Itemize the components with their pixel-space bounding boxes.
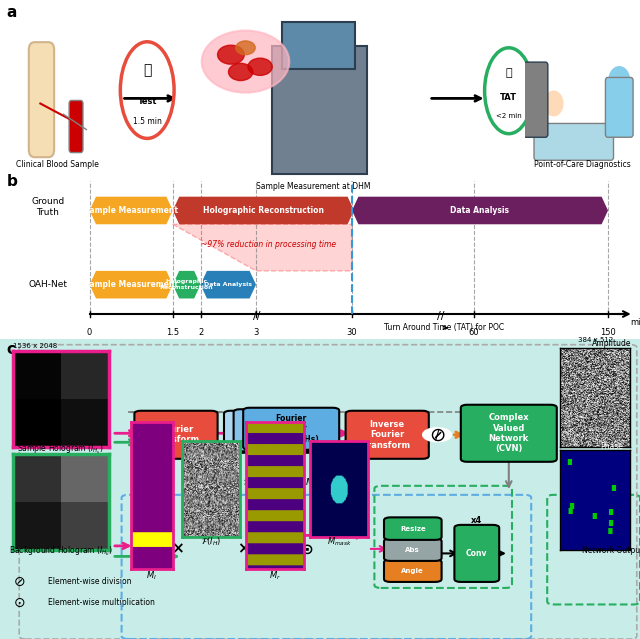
Text: Background Hologram ($I_{H_b}$): Background Hologram ($I_{H_b}$) — [9, 544, 113, 558]
Text: Holographic Reconstruction: Holographic Reconstruction — [203, 206, 324, 215]
Circle shape — [202, 31, 289, 93]
FancyBboxPatch shape — [29, 42, 54, 157]
Text: $\mathcal{F}(I_H)$: $\mathcal{F}(I_H)$ — [201, 535, 221, 548]
Text: c: c — [6, 342, 15, 357]
Polygon shape — [173, 197, 354, 224]
Text: ⊘: ⊘ — [429, 426, 445, 444]
Text: TAT: TAT — [500, 93, 517, 102]
Text: min: min — [630, 318, 640, 327]
FancyBboxPatch shape — [522, 62, 548, 137]
FancyBboxPatch shape — [272, 46, 367, 174]
FancyBboxPatch shape — [454, 525, 499, 582]
FancyBboxPatch shape — [461, 404, 557, 462]
Circle shape — [248, 58, 272, 75]
FancyBboxPatch shape — [134, 411, 218, 459]
Text: 384 x 512: 384 x 512 — [577, 337, 613, 343]
FancyBboxPatch shape — [0, 339, 640, 639]
Text: Element-wise division: Element-wise division — [48, 578, 131, 587]
FancyBboxPatch shape — [384, 518, 442, 540]
Text: b: b — [6, 174, 17, 189]
Text: Complex
Valued
Network
(CVN): Complex Valued Network (CVN) — [488, 413, 529, 454]
FancyBboxPatch shape — [243, 408, 339, 450]
FancyBboxPatch shape — [605, 77, 633, 137]
Polygon shape — [352, 197, 608, 224]
Polygon shape — [90, 197, 173, 224]
Text: Ground
Truth: Ground Truth — [31, 197, 65, 217]
Text: a: a — [6, 5, 17, 20]
Text: Fourier
Transform: Fourier Transform — [152, 425, 200, 445]
Circle shape — [228, 63, 253, 81]
Text: Abs: Abs — [405, 546, 420, 553]
Circle shape — [218, 45, 244, 64]
Text: 2: 2 — [198, 328, 203, 337]
FancyBboxPatch shape — [224, 411, 320, 453]
Text: Fourier
Imager
Heads (FIHs): Fourier Imager Heads (FIHs) — [244, 417, 300, 447]
Text: $M_I$: $M_I$ — [147, 570, 157, 582]
FancyBboxPatch shape — [69, 100, 83, 153]
Text: Fourier
Imager
Heads (FIHs): Fourier Imager Heads (FIHs) — [263, 414, 319, 443]
Text: Sample Measurement: Sample Measurement — [84, 280, 178, 289]
Text: ×: × — [237, 541, 250, 557]
Text: Data Analysis: Data Analysis — [451, 206, 509, 215]
Circle shape — [236, 41, 255, 55]
Text: 0: 0 — [87, 328, 92, 337]
FancyBboxPatch shape — [384, 539, 442, 561]
Text: 60: 60 — [468, 328, 479, 337]
Text: Network Outputs: Network Outputs — [582, 546, 640, 555]
Text: 150: 150 — [600, 328, 616, 337]
Text: <2 min: <2 min — [496, 113, 522, 119]
FancyBboxPatch shape — [346, 411, 429, 459]
Circle shape — [423, 428, 451, 442]
Text: $M_{mask}$: $M_{mask}$ — [326, 535, 352, 548]
Text: ⊘: ⊘ — [13, 575, 25, 589]
Text: ⊙: ⊙ — [301, 541, 314, 557]
Text: 30: 30 — [347, 328, 357, 337]
Text: //: // — [253, 311, 260, 321]
Text: ×: × — [171, 541, 184, 557]
Text: //: // — [437, 311, 445, 321]
Text: Turn Around Time (TAT) for POC: Turn Around Time (TAT) for POC — [384, 323, 504, 332]
Text: Phase: Phase — [600, 442, 623, 450]
Text: OAH-Net: OAH-Net — [29, 280, 67, 289]
Text: x4: x4 — [471, 516, 483, 525]
Text: Resize: Resize — [400, 526, 426, 532]
Text: $M_I \times \mathcal{F}(I_H) \times M_r \odot M_{mask}$: $M_I \times \mathcal{F}(I_H) \times M_r … — [231, 477, 332, 489]
Polygon shape — [200, 271, 256, 298]
Text: 1.5 min: 1.5 min — [132, 117, 162, 126]
Text: Angle: Angle — [401, 567, 424, 574]
FancyBboxPatch shape — [534, 123, 614, 160]
FancyBboxPatch shape — [282, 22, 355, 68]
Text: $M_r$: $M_r$ — [269, 570, 281, 582]
Text: 3: 3 — [253, 328, 259, 337]
Text: 1536 x 2048: 1536 x 2048 — [13, 343, 57, 350]
Text: ~97% reduction in processing time: ~97% reduction in processing time — [201, 240, 337, 249]
Text: Conv: Conv — [466, 549, 488, 558]
Polygon shape — [173, 224, 352, 271]
Text: 1.5: 1.5 — [166, 328, 179, 337]
Text: Inverse
Fourier
Transform: Inverse Fourier Transform — [363, 420, 412, 450]
Text: ⌛: ⌛ — [143, 63, 152, 77]
Polygon shape — [90, 271, 173, 298]
Polygon shape — [173, 271, 200, 298]
Text: Data Analysis: Data Analysis — [204, 282, 252, 287]
Text: Sample Measurement: Sample Measurement — [84, 206, 178, 215]
Text: Holographic
Reconstruction: Holographic Reconstruction — [160, 279, 214, 290]
Circle shape — [545, 91, 563, 116]
Text: Element-wise multiplication: Element-wise multiplication — [48, 599, 155, 608]
Text: Sample Measurement at DHM: Sample Measurement at DHM — [257, 182, 371, 191]
Text: /: / — [435, 427, 440, 442]
Text: Test: Test — [138, 97, 157, 106]
Text: Sample Hologram ($I_{H_s}$): Sample Hologram ($I_{H_s}$) — [17, 443, 104, 456]
Text: ⊙: ⊙ — [13, 596, 25, 610]
Circle shape — [609, 66, 630, 95]
Text: Amplitude: Amplitude — [591, 339, 631, 348]
Text: Point-of-Care Diagnostics: Point-of-Care Diagnostics — [534, 160, 631, 169]
Text: Clinical Blood Sample: Clinical Blood Sample — [16, 160, 99, 169]
Text: 📋: 📋 — [506, 68, 512, 79]
FancyBboxPatch shape — [384, 559, 442, 582]
FancyBboxPatch shape — [234, 409, 330, 451]
Text: Fourier
Imager
Heads (FIHs): Fourier Imager Heads (FIHs) — [253, 415, 310, 445]
